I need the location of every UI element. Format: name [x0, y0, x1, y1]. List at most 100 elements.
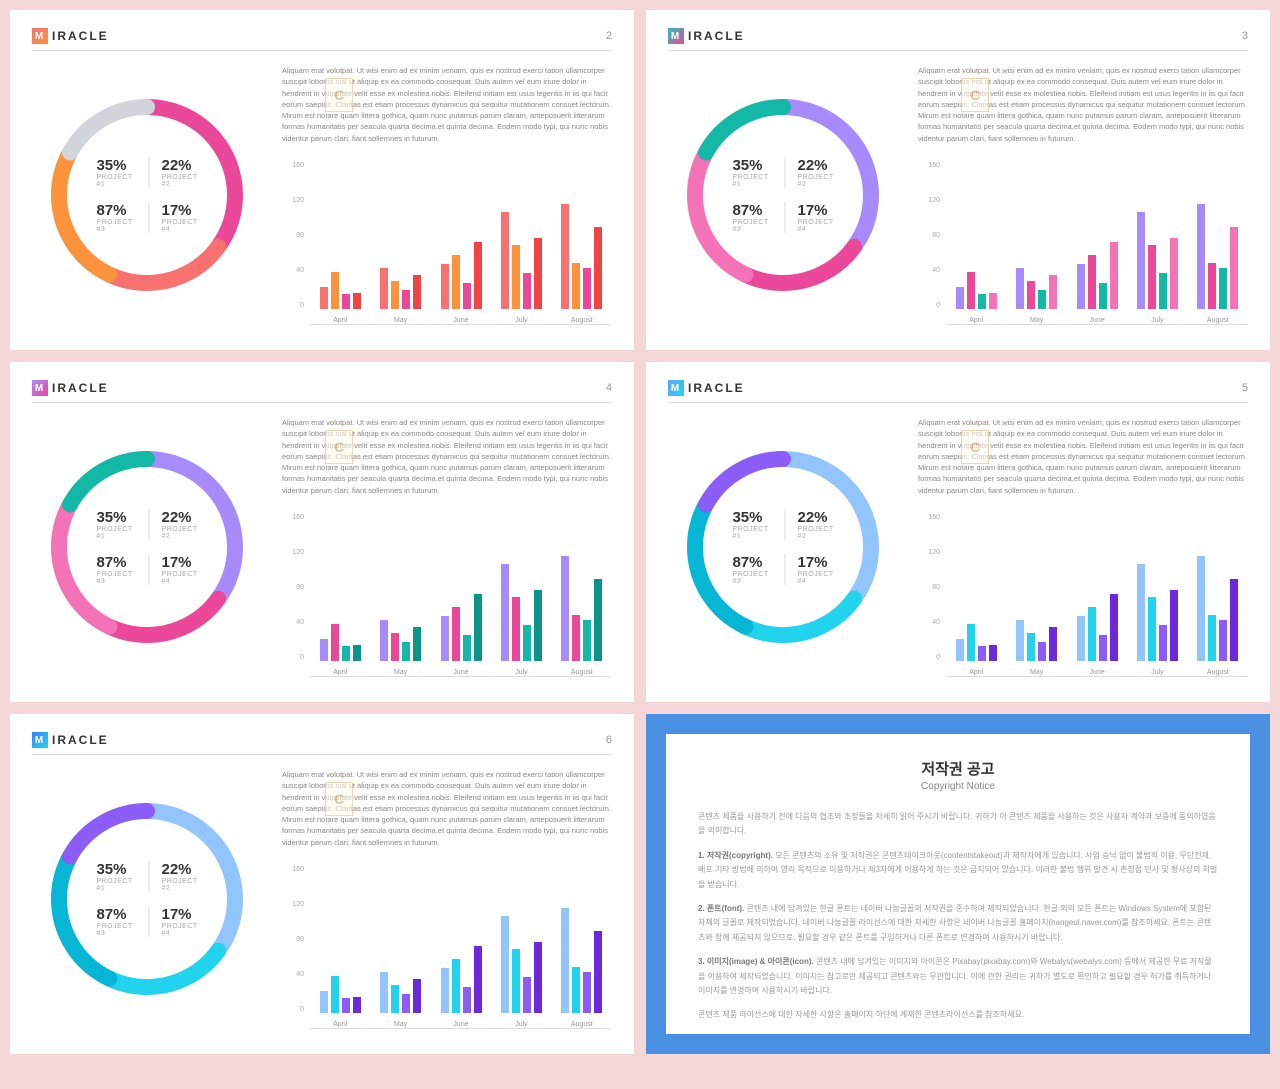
bar: [331, 976, 339, 1014]
bar: [512, 245, 520, 309]
bar: [1148, 597, 1156, 661]
bar: [1159, 625, 1167, 661]
body-text: Aliquam erat volutpat. Ut wisi enim ad e…: [918, 417, 1248, 496]
bar: [956, 639, 964, 662]
stat-label: PROJECT #4: [162, 219, 198, 233]
bar: [1137, 564, 1145, 662]
y-tick: 0: [918, 654, 940, 661]
body-text: Aliquam erat volutpat. Ut wisi enim ad e…: [282, 417, 612, 496]
stat-value: 87%: [96, 554, 132, 571]
bar: [391, 281, 399, 310]
bar: [452, 607, 460, 661]
page-number: 6: [606, 734, 612, 746]
bar: [523, 273, 531, 309]
bar-group: May: [1006, 541, 1066, 676]
bar: [342, 646, 350, 661]
slide-header: M IRACLE 2: [32, 28, 612, 51]
stat-value: 17%: [162, 554, 198, 571]
stat: 35% PROJECT #1: [732, 509, 768, 540]
month-label: July: [1151, 317, 1163, 324]
bar-group: June: [431, 189, 491, 324]
y-tick: 0: [282, 1006, 304, 1013]
bar: [594, 931, 602, 1014]
copyright-body: 콘텐츠 제품을 사용하기 전에 다음의 협조와 조정들을 자세히 읽어 주시기 …: [698, 810, 1218, 1023]
month-label: May: [394, 317, 407, 324]
stat-value: 22%: [162, 157, 198, 174]
month-label: June: [453, 1021, 468, 1028]
bar-group: April: [946, 189, 1006, 324]
month-label: June: [1089, 317, 1104, 324]
copyright-sec3: 3. 이미지(image) & 아이콘(icon). 콘텐츠 내에 담겨있는 이…: [698, 955, 1218, 998]
right-column: Aliquam erat volutpat. Ut wisi enim ad e…: [282, 417, 612, 677]
bar: [474, 594, 482, 662]
donut-stats: 35% PROJECT #1 22% PROJECT #2 87% PROJEC…: [96, 509, 197, 585]
bar: [583, 620, 591, 661]
copyright-sec2: 2. 폰트(font). 콘텐츠 내에 담겨있는 한글 폰트는 네이버 나눔글꼴…: [698, 902, 1218, 945]
bar: [391, 985, 399, 1014]
bar-chart: 16012080400 April May June July August: [918, 514, 1248, 677]
donut-column: 35% PROJECT #1 22% PROJECT #2 87% PROJEC…: [668, 417, 898, 677]
bar: [572, 263, 580, 310]
brand: M IRACLE: [668, 380, 745, 396]
y-tick: 0: [282, 654, 304, 661]
donut-chart: 35% PROJECT #1 22% PROJECT #2 87% PROJEC…: [47, 95, 247, 295]
bar-group: May: [370, 893, 430, 1028]
month-label: May: [1030, 317, 1043, 324]
stat: 87% PROJECT #3: [96, 202, 132, 233]
bar: [402, 642, 410, 661]
bar: [572, 967, 580, 1014]
donut-column: 35% PROJECT #1 22% PROJECT #2 87% PROJEC…: [32, 65, 262, 325]
y-tick: 120: [282, 549, 304, 556]
stat-label: PROJECT #1: [732, 174, 768, 188]
stat-label: PROJECT #3: [732, 571, 768, 585]
bar-group: July: [1127, 541, 1187, 676]
slide: M IRACLE 4 35% PROJECT #1 22% PROJECT #2…: [10, 362, 634, 702]
y-tick: 120: [918, 549, 940, 556]
stat: 17% PROJECT #4: [785, 554, 834, 585]
bar-group: April: [310, 893, 370, 1028]
month-label: July: [515, 317, 527, 324]
stat-value: 17%: [798, 554, 834, 571]
bar: [1110, 594, 1118, 662]
stat-label: PROJECT #4: [798, 219, 834, 233]
stat-value: 17%: [798, 202, 834, 219]
copyright-intro: 콘텐츠 제품을 사용하기 전에 다음의 협조와 조정들을 자세히 읽어 주시기 …: [698, 810, 1218, 839]
bar-chart: 16012080400 April May June July August: [282, 514, 612, 677]
stat-label: PROJECT #3: [96, 571, 132, 585]
y-tick: 40: [918, 619, 940, 626]
stat-value: 22%: [162, 509, 198, 526]
donut-column: 35% PROJECT #1 22% PROJECT #2 87% PROJEC…: [32, 769, 262, 1029]
bar: [1038, 642, 1046, 661]
bar: [583, 268, 591, 309]
bar: [1208, 263, 1216, 310]
bar: [474, 242, 482, 310]
bar: [501, 212, 509, 310]
stat: 87% PROJECT #3: [96, 906, 132, 937]
slide: M IRACLE 6 35% PROJECT #1 22% PROJECT #2…: [10, 714, 634, 1054]
bar-group: May: [1006, 189, 1066, 324]
bar: [967, 272, 975, 310]
bar-group: June: [431, 541, 491, 676]
bar-group: August: [1188, 541, 1248, 676]
month-label: August: [571, 1021, 593, 1028]
bar: [441, 264, 449, 309]
y-tick: 80: [282, 936, 304, 943]
bar: [1027, 633, 1035, 662]
y-tick: 80: [918, 584, 940, 591]
bar: [1219, 268, 1227, 309]
bar: [1148, 245, 1156, 309]
donut-column: 35% PROJECT #1 22% PROJECT #2 87% PROJEC…: [32, 417, 262, 677]
stat: 22% PROJECT #2: [149, 157, 198, 188]
right-column: Aliquam erat volutpat. Ut wisi enim ad e…: [282, 65, 612, 325]
page-number: 2: [606, 30, 612, 42]
bar-group: April: [310, 189, 370, 324]
stat: 17% PROJECT #4: [149, 202, 198, 233]
slide: M IRACLE 5 35% PROJECT #1 22% PROJECT #2…: [646, 362, 1270, 702]
brand-mark-icon: M: [668, 28, 684, 44]
bar-chart: 16012080400 April May June July August: [918, 162, 1248, 325]
y-tick: 80: [282, 232, 304, 239]
slide-header: M IRACLE 6: [32, 732, 612, 755]
slide: M IRACLE 3 35% PROJECT #1 22% PROJECT #2…: [646, 10, 1270, 350]
bar: [523, 977, 531, 1013]
stat-label: PROJECT #2: [798, 526, 834, 540]
